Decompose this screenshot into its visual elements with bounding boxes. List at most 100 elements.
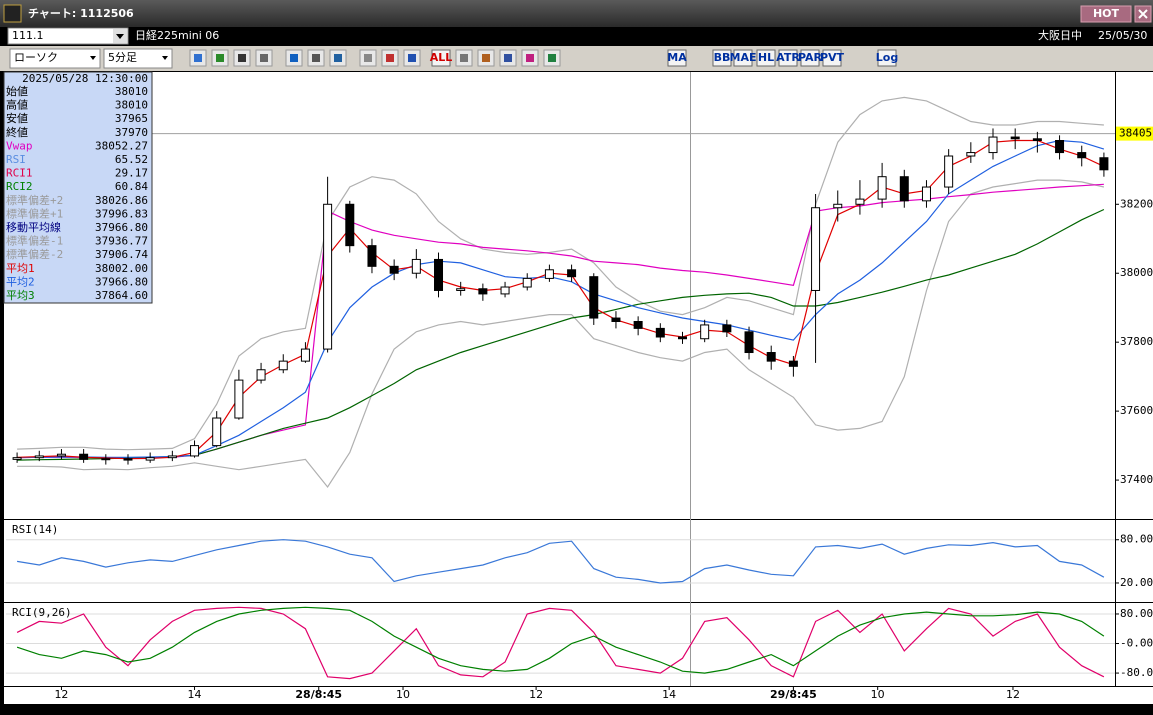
info-value: 37906.74 [95,248,148,261]
info-label: 終値 [6,125,28,139]
toolbar-button[interactable] [733,49,753,67]
candle-body [478,288,488,295]
candle-body [12,457,22,460]
candle-body [1099,157,1109,171]
info-value: 37864.60 [95,289,148,302]
toolbar-button-label: HL [758,51,774,64]
candle-body [899,176,909,202]
toolbar [0,46,1153,71]
candle-body [677,336,687,340]
info-value: 37970 [115,126,148,139]
y-tick-label: -0.00 [1120,637,1153,650]
last-price-box [1116,126,1153,141]
toolbar-button[interactable] [778,49,798,67]
close-icon [1138,9,1148,19]
icon-glyph [260,54,268,62]
toolbar-button-label: BB [714,51,731,64]
toolbar-button[interactable] [667,49,687,67]
toolbar-button-label: PVT [820,51,845,64]
candle-body [567,269,577,278]
toolbar-button-label: ATR [776,51,800,64]
x-tick-label: 12 [1006,688,1020,701]
candle-body [500,286,510,295]
toolbar-button[interactable] [756,49,776,67]
candle-body [212,417,222,447]
date: 25/05/30 [1098,29,1147,42]
candle-body [988,136,998,154]
candle-body [34,455,44,459]
candle-body [1055,140,1065,154]
plot: 37400 37600 37800 38000 38200 38405 80.00 20.00… [6,96,1153,701]
icon-glyph [504,54,512,62]
icon-glyph [386,54,394,62]
candle-body [278,360,288,371]
info-value: 38052.27 [95,139,148,152]
info-label: 標準偏差-2 [6,247,63,261]
window-title: チャート: 1112506 [28,7,134,20]
dropdown-arrow [162,56,168,60]
candle-body [323,203,333,350]
y-tick-label: 38200 [1120,197,1153,210]
candle-body [833,203,843,209]
info-datetime: 2025/05/28 12:30:00 [22,72,148,85]
info-value: 65.52 [115,153,148,166]
candle-body [300,348,310,362]
interval-select[interactable] [103,48,173,69]
info-label: 始値 [6,84,28,98]
candle-body [1010,136,1020,140]
info-value: 38010 [115,85,148,98]
last-price-label: 38405 [1119,127,1152,140]
toolbar-button-label: PAR [798,51,823,64]
y-tick-label: 37800 [1120,335,1153,348]
x-tick-label: 10 [396,688,410,701]
toolbar-button[interactable] [800,49,820,67]
icon-glyph [482,54,490,62]
indicator-line [16,606,1105,674]
info-label: Vwap [6,139,33,152]
candle-body [522,277,532,288]
candle-body [434,258,444,291]
icon-glyph [312,54,320,62]
indicator-line [16,606,1105,680]
code-select[interactable] [7,27,129,45]
x-tick-label: 12 [54,688,68,701]
toolbar-button[interactable] [712,49,732,67]
info-label: 標準偏差-1 [6,234,63,248]
candle-body [700,324,710,340]
info-value: 38002.00 [95,262,148,275]
x-tick-label: 10 [871,688,885,701]
indicator-line [17,539,1105,584]
toolbar-button[interactable] [877,49,897,67]
icon-glyph [334,54,342,62]
toolbar-button[interactable] [822,49,842,67]
chart-area [4,72,1153,704]
candle-body [256,369,266,381]
x-tick-label: 14 [662,688,676,701]
toolbar-button-label: MA [667,51,687,64]
info-value: 37966.80 [95,275,148,288]
x-tick-label: 28/8:45 [295,688,342,701]
hot-button[interactable] [1080,5,1132,23]
toolbar-button-label: ALL [430,51,453,64]
candle-body [811,207,821,291]
info-label: 移動平均線 [6,220,61,234]
toolbar-button[interactable] [431,49,451,67]
candle-body [145,457,155,461]
indicator-line [17,96,1104,451]
candle-body [456,288,466,291]
candle-body [966,152,976,157]
session: 大阪日中 [1038,28,1082,42]
style-select[interactable] [9,48,101,69]
icon-glyph [408,54,416,62]
info-value: 60.84 [115,180,148,193]
info-panel: 2025/05/28 12:30:00 始値 38010 高値 38010 安値 3796… [3,71,153,304]
icon-glyph [548,54,556,62]
info-background [3,71,153,304]
y-tick-label: 80.00 [1120,607,1153,620]
y-tick-label: 38000 [1120,266,1153,279]
candle-body [788,360,798,367]
candle-body [722,324,732,333]
